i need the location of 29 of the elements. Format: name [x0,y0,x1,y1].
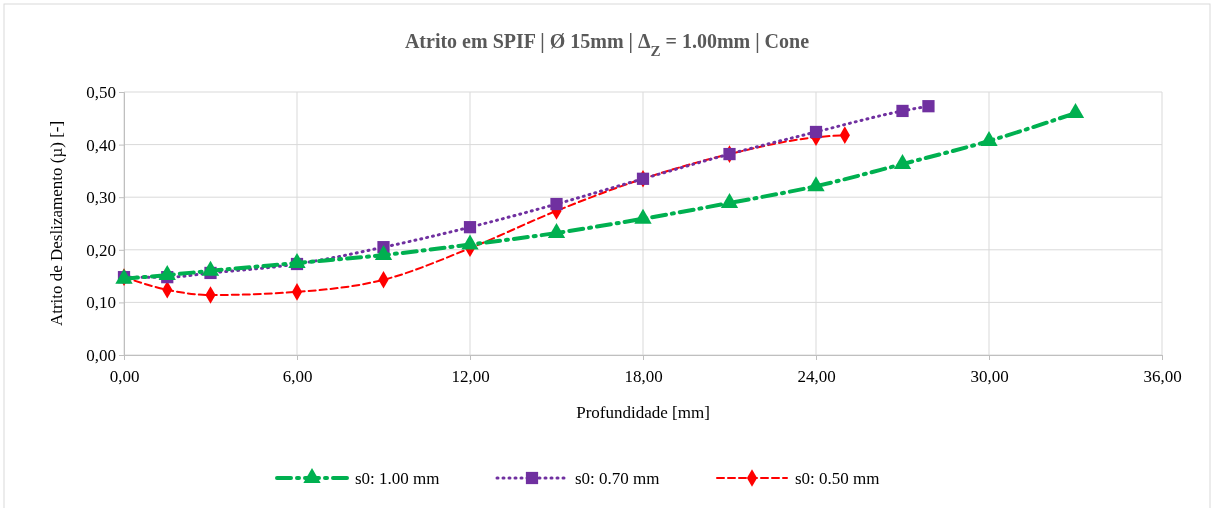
x-tick-label: 6,00 [282,366,313,386]
point [374,245,393,261]
y-tick-label: 0,10 [86,293,116,313]
x-tick-label: 24,00 [797,366,836,386]
legend-label: s0: 1.00 mm [355,469,440,488]
y-tick-label: 0,50 [86,82,116,102]
point [158,265,176,281]
point [463,221,477,234]
y-tick-label: 0,00 [86,345,116,365]
y-axis-title: Atrito de Deslizamento (µ) [-] [47,120,66,327]
y-tick-label: 0,40 [86,135,116,155]
point [550,197,563,211]
x-tick-label: 12,00 [451,366,490,386]
point [896,104,909,118]
x-tick-label: 0,00 [109,366,140,386]
point [809,125,823,139]
point [922,100,935,113]
y-tick-label: 0,30 [86,188,116,208]
x-tick-label: 18,00 [624,366,663,386]
point [893,154,912,170]
y-tick-label: 0,20 [86,240,116,260]
legend-label: s0: 0.50 mm [795,469,880,488]
point [1066,103,1085,119]
legend-label: s0: 0.70 mm [575,469,660,488]
point [807,176,825,192]
x-tick-label: 36,00 [1143,366,1182,386]
x-tick-label: 30,00 [970,366,1009,386]
chart-title: Atrito em SPIF | Ø 15mm | Δ$_{Z}$ = 1.00mm | Cone [404,30,810,59]
x-axis-title: Profundidade [mm] [576,403,710,422]
